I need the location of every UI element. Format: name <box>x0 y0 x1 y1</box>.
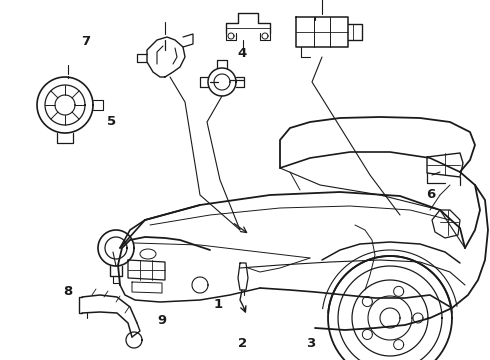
Text: 9: 9 <box>157 314 166 327</box>
Text: 8: 8 <box>63 285 72 298</box>
Text: 3: 3 <box>307 337 316 350</box>
Text: 2: 2 <box>238 337 247 350</box>
Text: 5: 5 <box>107 115 116 128</box>
Text: 7: 7 <box>81 35 90 48</box>
Text: 4: 4 <box>238 47 247 60</box>
Text: 1: 1 <box>214 298 222 311</box>
Text: 6: 6 <box>427 188 436 201</box>
